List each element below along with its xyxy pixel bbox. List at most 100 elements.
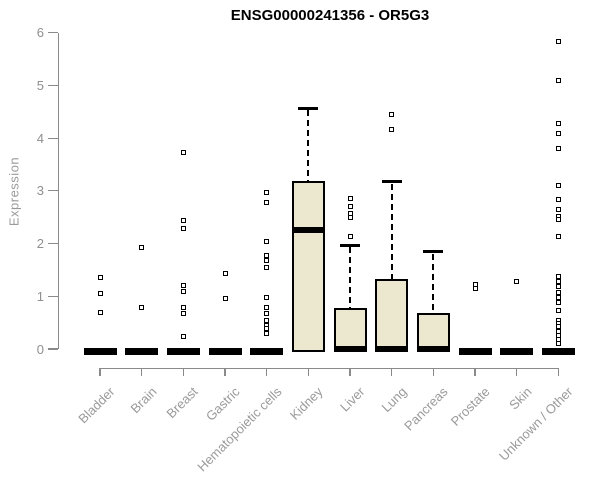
collapsed-box xyxy=(458,348,492,355)
outlier-point xyxy=(180,226,186,232)
outlier-point xyxy=(555,274,561,280)
x-category-label: Prostate xyxy=(447,384,493,429)
outlier-point xyxy=(180,334,186,340)
x-category-label: Kidney xyxy=(287,384,326,423)
y-axis-tick xyxy=(48,295,58,297)
collapsed-box xyxy=(83,348,117,355)
x-axis-tick xyxy=(99,368,101,376)
outlier-point xyxy=(555,39,561,45)
x-axis-tick xyxy=(307,368,309,376)
outlier-point xyxy=(472,285,478,291)
y-axis-tick xyxy=(48,190,58,192)
outlier-point xyxy=(180,289,186,295)
outlier-point xyxy=(139,305,145,311)
outlier-point xyxy=(180,310,186,316)
outlier-point xyxy=(555,197,561,203)
median-line xyxy=(291,226,325,233)
x-category-label: Lung xyxy=(378,384,410,416)
outlier-point xyxy=(555,145,561,151)
collapsed-box xyxy=(500,348,534,355)
y-axis-tick xyxy=(48,348,58,350)
collapsed-box xyxy=(541,348,575,355)
chart-title: ENSG00000241356 - OR5G3 xyxy=(230,7,430,24)
collapsed-box xyxy=(166,348,200,355)
outlier-point xyxy=(180,150,186,156)
outlier-point xyxy=(555,207,561,213)
collapsed-box xyxy=(208,348,242,355)
outlier-point xyxy=(555,300,561,306)
outlier-point xyxy=(264,330,270,336)
y-tick-label: 1 xyxy=(36,288,44,304)
outlier-point xyxy=(347,234,353,240)
outlier-point xyxy=(389,111,395,117)
outlier-point xyxy=(180,305,186,311)
y-axis-tick xyxy=(48,243,58,245)
x-axis-tick xyxy=(516,368,518,376)
outlier-point xyxy=(222,270,228,276)
y-tick-label: 0 xyxy=(36,341,44,357)
y-tick-label: 6 xyxy=(36,25,44,41)
outlier-point xyxy=(555,284,561,290)
outlier-point xyxy=(264,305,270,311)
x-axis-tick xyxy=(391,368,393,376)
y-axis-tick xyxy=(48,84,58,87)
median-line xyxy=(333,346,367,352)
x-category-label: Pancreas xyxy=(401,384,451,434)
outlier-point xyxy=(139,245,145,251)
median-line xyxy=(375,346,409,352)
outlier-point xyxy=(180,283,186,289)
y-axis-line xyxy=(58,32,60,349)
y-tick-label: 3 xyxy=(36,183,44,199)
x-axis-tick xyxy=(349,368,351,376)
outlier-point xyxy=(264,265,270,271)
outlier-point xyxy=(555,120,561,126)
x-axis-line xyxy=(99,368,559,370)
collapsed-box xyxy=(125,348,159,355)
outlier-point xyxy=(347,195,353,201)
outlier-point xyxy=(264,310,270,316)
x-category-label: Skin xyxy=(505,384,535,413)
outlier-point xyxy=(264,252,270,258)
outlier-point xyxy=(264,199,270,205)
outlier-point xyxy=(555,182,561,188)
x-axis-tick xyxy=(557,368,559,376)
outlier-point xyxy=(555,130,561,136)
x-axis-tick xyxy=(432,368,434,376)
y-tick-label: 4 xyxy=(36,130,44,146)
y-tick-label: 5 xyxy=(36,78,44,93)
whisker-cap xyxy=(340,243,361,247)
outlier-point xyxy=(347,214,353,220)
whisker-line xyxy=(432,253,435,313)
x-axis-tick xyxy=(474,368,476,376)
whisker-line xyxy=(390,183,393,279)
outlier-point xyxy=(555,294,561,300)
x-category-label: Bladder xyxy=(75,384,118,427)
x-category-label: Breast xyxy=(163,384,201,422)
outlier-point xyxy=(97,309,103,315)
median-line xyxy=(416,346,450,352)
y-axis-tick xyxy=(48,137,58,139)
outlier-point xyxy=(264,258,270,264)
outlier-point xyxy=(555,279,561,285)
box xyxy=(375,278,409,352)
x-axis-tick xyxy=(266,368,268,376)
whisker-line xyxy=(349,247,352,309)
whisker-cap xyxy=(423,250,444,253)
outlier-point xyxy=(264,317,270,323)
y-axis-tick xyxy=(48,32,58,34)
outlier-point xyxy=(347,204,353,210)
collapsed-box xyxy=(250,348,284,355)
outlier-point xyxy=(555,341,561,347)
whisker-cap xyxy=(381,180,402,184)
outlier-point xyxy=(555,77,561,83)
outlier-point xyxy=(222,296,228,302)
outlier-point xyxy=(555,289,561,295)
whisker-cap xyxy=(298,106,319,110)
x-axis-tick xyxy=(224,368,226,376)
outlier-point xyxy=(555,307,561,313)
outlier-point xyxy=(555,217,561,223)
whisker-line xyxy=(307,110,310,181)
x-axis-tick xyxy=(182,368,184,376)
outlier-point xyxy=(97,275,103,281)
x-axis-tick xyxy=(141,368,143,376)
